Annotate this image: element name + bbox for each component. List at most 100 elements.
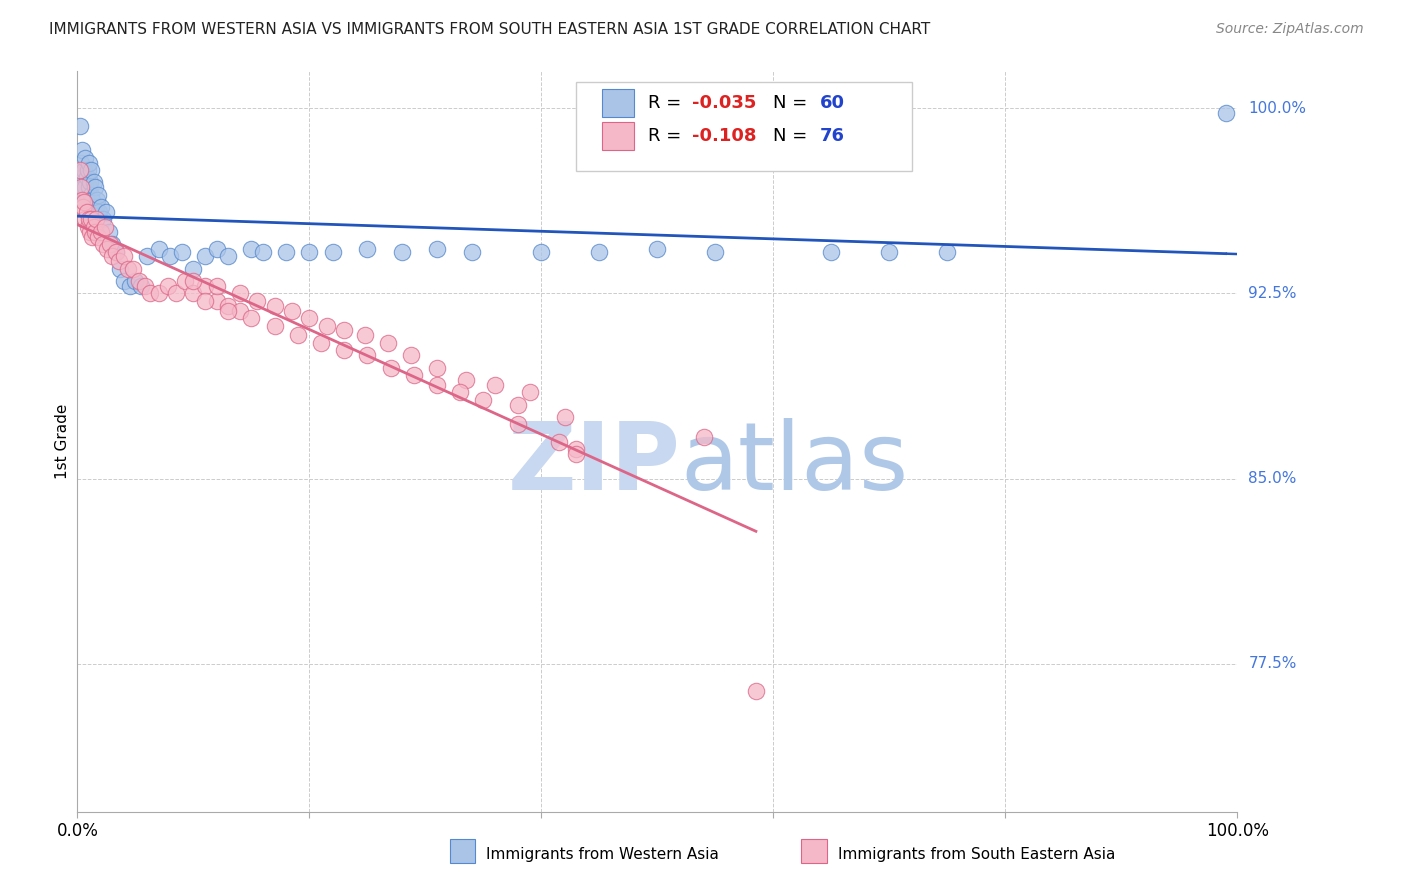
Point bbox=[1215, 106, 1237, 120]
Text: 100.0%: 100.0% bbox=[1249, 101, 1306, 116]
Point bbox=[183, 274, 205, 288]
Point bbox=[69, 163, 91, 178]
Point bbox=[94, 219, 117, 234]
Text: -0.035: -0.035 bbox=[692, 95, 756, 112]
Point bbox=[73, 163, 96, 178]
Point bbox=[454, 373, 477, 387]
FancyBboxPatch shape bbox=[602, 121, 634, 150]
Point bbox=[159, 249, 181, 263]
Text: Source: ZipAtlas.com: Source: ZipAtlas.com bbox=[1216, 22, 1364, 37]
Point bbox=[588, 244, 610, 259]
Point bbox=[228, 303, 252, 318]
Point bbox=[472, 392, 495, 407]
Point bbox=[122, 261, 145, 276]
Point bbox=[134, 279, 156, 293]
Point bbox=[96, 205, 118, 219]
Text: -0.108: -0.108 bbox=[692, 127, 756, 145]
Point bbox=[77, 212, 100, 227]
Point bbox=[128, 274, 150, 288]
Text: 77.5%: 77.5% bbox=[1249, 657, 1296, 671]
Point bbox=[877, 244, 901, 259]
Point bbox=[91, 237, 114, 252]
Text: N =: N = bbox=[773, 95, 813, 112]
Text: atlas: atlas bbox=[681, 417, 908, 509]
Point bbox=[309, 335, 332, 350]
Point bbox=[148, 242, 170, 256]
Point bbox=[240, 311, 263, 326]
Point bbox=[69, 119, 91, 133]
Point bbox=[117, 261, 139, 276]
Point bbox=[148, 286, 170, 301]
Point bbox=[565, 447, 588, 461]
Point bbox=[72, 180, 94, 194]
Text: 60: 60 bbox=[820, 95, 845, 112]
Point bbox=[76, 193, 98, 207]
Point bbox=[391, 244, 413, 259]
Point bbox=[228, 286, 252, 301]
Point bbox=[263, 299, 285, 313]
Point bbox=[73, 193, 96, 207]
Point bbox=[217, 299, 239, 313]
Point bbox=[124, 274, 146, 288]
Point bbox=[112, 249, 135, 263]
Point bbox=[820, 244, 842, 259]
Point bbox=[246, 293, 269, 308]
Point bbox=[84, 212, 107, 227]
Point bbox=[82, 229, 104, 244]
Point bbox=[77, 155, 100, 169]
Point bbox=[333, 343, 356, 358]
Point bbox=[76, 219, 98, 234]
Point bbox=[205, 242, 228, 256]
Point bbox=[90, 200, 111, 214]
Point bbox=[90, 225, 111, 239]
Point bbox=[87, 229, 110, 244]
Point bbox=[135, 249, 157, 263]
Point bbox=[426, 242, 449, 256]
Point bbox=[72, 200, 94, 214]
Text: ZIP: ZIP bbox=[508, 417, 681, 509]
Point bbox=[506, 397, 529, 411]
Point bbox=[377, 335, 399, 350]
Point bbox=[321, 244, 344, 259]
Point bbox=[118, 279, 141, 293]
Point bbox=[83, 180, 105, 194]
Point bbox=[356, 242, 378, 256]
Point bbox=[70, 144, 93, 158]
Point bbox=[217, 249, 239, 263]
Point bbox=[194, 279, 217, 293]
Point bbox=[104, 244, 127, 259]
Point bbox=[75, 212, 97, 227]
Point bbox=[82, 193, 104, 207]
Point bbox=[402, 368, 425, 382]
Point bbox=[547, 434, 569, 449]
Point bbox=[183, 286, 205, 301]
Point bbox=[519, 385, 541, 400]
Point bbox=[554, 409, 576, 424]
Point bbox=[298, 311, 321, 326]
Point bbox=[380, 360, 402, 375]
Text: Immigrants from South Eastern Asia: Immigrants from South Eastern Asia bbox=[838, 847, 1115, 862]
Point bbox=[70, 193, 93, 207]
Point bbox=[565, 442, 588, 456]
Point bbox=[76, 163, 98, 178]
Point bbox=[647, 242, 669, 256]
Point bbox=[80, 187, 103, 202]
Point bbox=[298, 244, 321, 259]
Point bbox=[426, 377, 449, 392]
Point bbox=[530, 244, 553, 259]
Point bbox=[80, 212, 103, 227]
Point bbox=[89, 205, 111, 219]
Point bbox=[139, 286, 162, 301]
Point bbox=[84, 200, 107, 214]
Y-axis label: 1st Grade: 1st Grade bbox=[55, 404, 70, 479]
Point bbox=[104, 244, 127, 259]
Text: 92.5%: 92.5% bbox=[1249, 286, 1296, 301]
Point bbox=[205, 279, 228, 293]
Point bbox=[129, 279, 152, 293]
Text: R =: R = bbox=[648, 95, 688, 112]
Point bbox=[174, 274, 197, 288]
Point bbox=[79, 225, 101, 239]
Point bbox=[217, 303, 239, 318]
Point bbox=[693, 429, 716, 443]
Point bbox=[240, 242, 263, 256]
